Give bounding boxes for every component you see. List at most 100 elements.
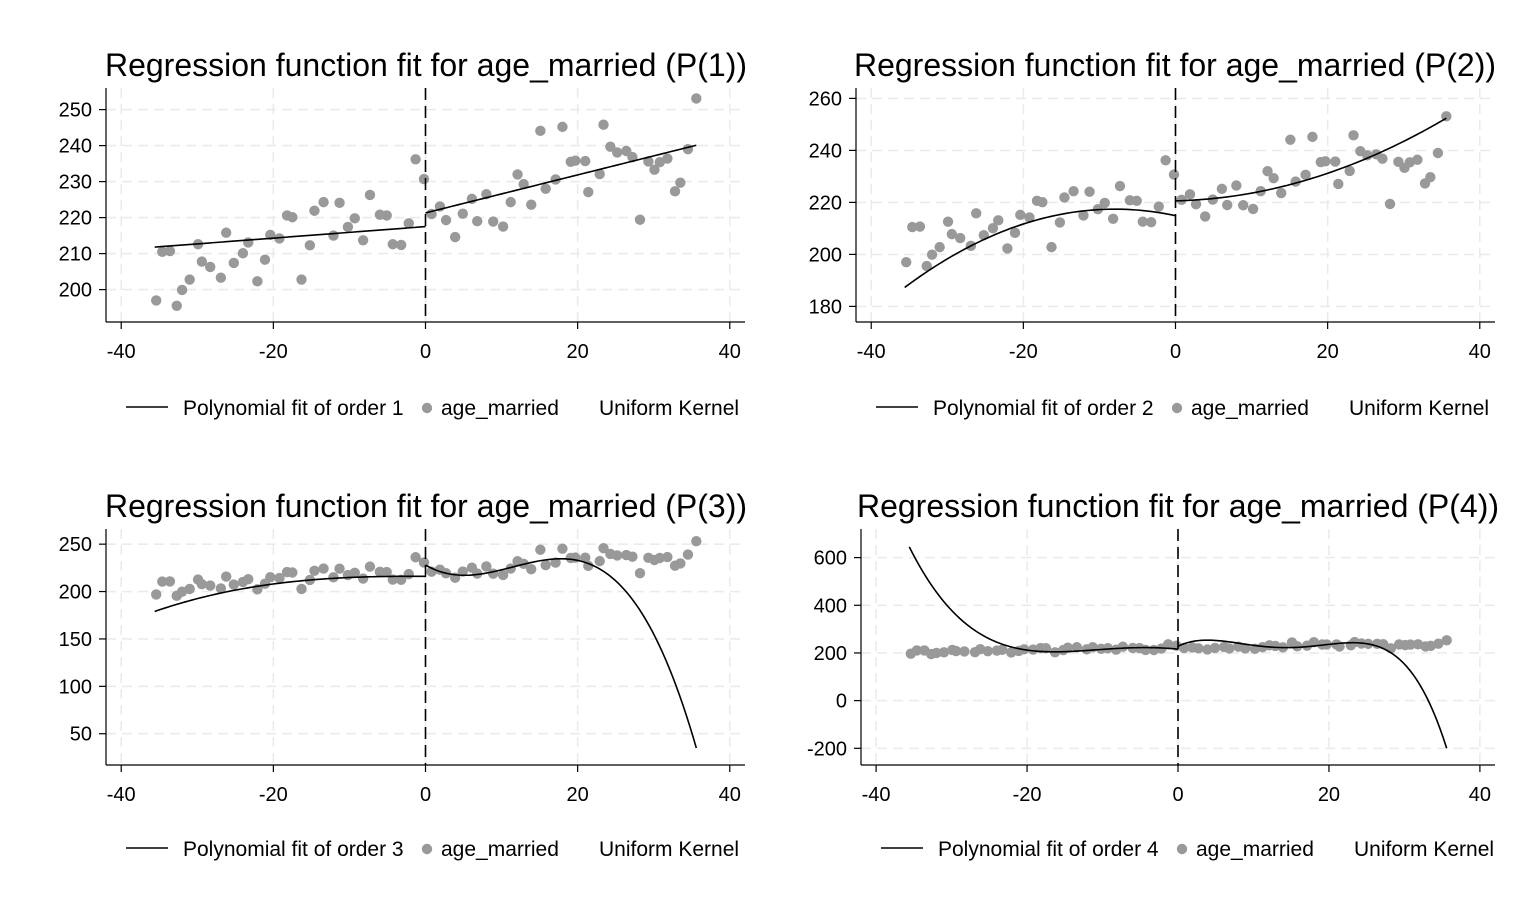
scatter-point <box>1432 147 1444 159</box>
scatter-point <box>1015 209 1026 221</box>
scatter-point <box>691 536 702 547</box>
scatter-point <box>1247 203 1259 215</box>
y-tick-label: 50 <box>70 724 92 746</box>
scatter-point <box>440 214 452 226</box>
scatter-point <box>1308 636 1320 648</box>
scatter-point <box>1384 198 1396 210</box>
fit-left-curve <box>154 575 426 613</box>
chart-title: Regression function fit for age_married … <box>857 488 1499 524</box>
scatter-point <box>215 583 227 594</box>
scatter-point <box>296 583 307 595</box>
legend-kernel-label: Uniform Kernel <box>1349 397 1489 420</box>
y-tick-label: 600 <box>814 548 847 570</box>
fit-right-curve <box>425 144 697 214</box>
x-tick-label: -20 <box>1009 341 1038 363</box>
scatter-point <box>287 212 298 223</box>
chart-title: Regression function fit for age_married … <box>105 488 747 524</box>
scatter-point <box>403 218 414 229</box>
scatter-point <box>512 169 523 180</box>
scatter-point <box>1262 166 1273 177</box>
scatter-point <box>594 555 605 567</box>
legend-point-swatch <box>1171 402 1183 414</box>
chart-title: Regression function fit for age_married … <box>105 47 747 83</box>
scatter-point <box>196 256 208 267</box>
scatter-point <box>1084 186 1095 197</box>
scatter-point <box>184 583 195 595</box>
scatter-point <box>1441 635 1452 646</box>
fit-left-curve <box>904 208 1176 289</box>
scatter-point <box>612 147 623 158</box>
scatter-point <box>955 232 966 244</box>
scatter-point <box>654 552 665 564</box>
scatter-point <box>1231 180 1242 191</box>
x-tick-label: 40 <box>1469 784 1491 806</box>
scatter-point <box>1002 243 1013 254</box>
scatter-point <box>662 551 673 563</box>
scatter-point <box>364 189 376 201</box>
scatter-point <box>1040 642 1052 654</box>
fit-left-curve <box>908 546 1179 653</box>
y-tick-label: -200 <box>807 738 847 760</box>
y-tick-label: 400 <box>814 595 847 617</box>
scatter-point <box>497 221 509 232</box>
scatter-point <box>357 235 369 246</box>
scatter-point <box>580 552 591 563</box>
legend-point-swatch <box>421 402 433 414</box>
scatter-point <box>151 295 162 306</box>
scatter-point <box>682 549 694 560</box>
scatter-point <box>1300 169 1311 181</box>
scatter-point <box>457 566 468 577</box>
scatter-point <box>1285 134 1296 145</box>
scatter-point <box>691 93 702 104</box>
x-tick-label: -20 <box>259 341 288 363</box>
scatter-point <box>381 210 392 221</box>
fit-right-curve <box>1175 117 1447 202</box>
scatter-point <box>151 589 162 600</box>
scatter-point <box>505 196 516 208</box>
scatter-point <box>364 561 376 572</box>
legend-points-label: age_married <box>1191 397 1309 420</box>
scatter-point <box>334 563 345 574</box>
legend-fit-label: Polynomial fit of order 4 <box>938 838 1159 861</box>
scatter-point <box>649 164 660 175</box>
scatter-point <box>982 645 993 657</box>
scatter-point <box>1131 195 1142 207</box>
scatter-point <box>1320 156 1331 167</box>
scatter-point <box>381 566 392 578</box>
scatter-point <box>318 196 329 208</box>
scatter-point <box>1046 241 1057 253</box>
scatter-point <box>1412 154 1423 165</box>
y-tick-label: 220 <box>59 208 92 230</box>
chart-panel-3: 50 100 150 200 250 -40 -20 0 20 40 Regression func… <box>59 488 747 861</box>
scatter-point <box>274 233 285 244</box>
scatter-point <box>1193 643 1204 654</box>
scatter-point <box>228 257 239 269</box>
scatter-point <box>410 552 421 563</box>
scatter-point <box>675 558 686 569</box>
scatter-point <box>911 645 923 656</box>
scatter-point <box>274 572 285 584</box>
scatter-point <box>594 168 605 180</box>
legend-points-label: age_married <box>1196 838 1314 861</box>
scatter-point <box>1176 194 1187 205</box>
scatter-point <box>1145 216 1157 228</box>
scatter-point <box>328 572 339 583</box>
y-tick-label: 200 <box>59 280 92 302</box>
scatter-point <box>395 574 407 586</box>
scatter-point <box>634 567 646 579</box>
scatter-point <box>942 216 954 227</box>
scatter-point <box>1344 165 1355 177</box>
scatter-point <box>921 260 932 272</box>
scatter-point <box>265 571 276 583</box>
x-tick-label: -40 <box>862 784 891 806</box>
scatter-point <box>1207 194 1218 205</box>
scatter-point <box>497 569 509 581</box>
y-tick-label: 200 <box>809 244 842 266</box>
x-tick-label: -40 <box>107 341 136 363</box>
scatter-point <box>950 645 962 657</box>
scatter-point <box>1222 199 1233 211</box>
chart-panel-1: 200 210 220 230 240 250 -40 -20 0 20 40 Regression … <box>59 47 747 420</box>
x-tick-label: 20 <box>1318 784 1340 806</box>
x-tick-label: 0 <box>1172 784 1183 806</box>
